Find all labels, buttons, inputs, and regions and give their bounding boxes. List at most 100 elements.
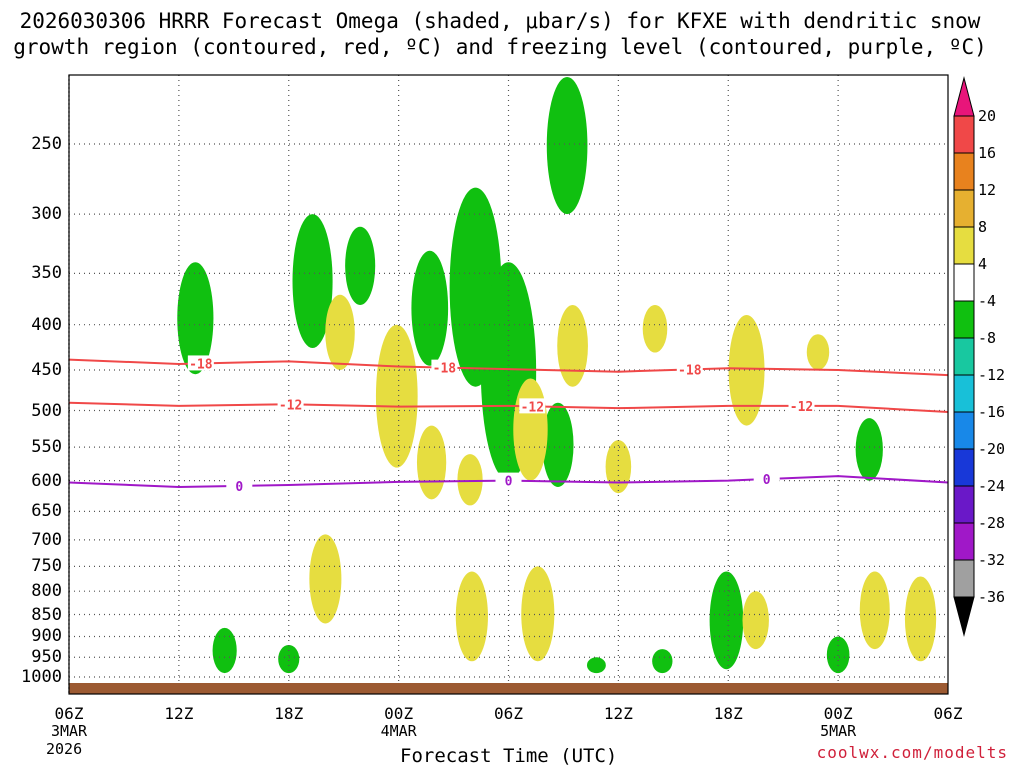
colorbar-label: 20 <box>978 107 997 125</box>
y-tick-label: 850 <box>31 604 62 625</box>
x-tick-label: 06Z <box>933 704 963 723</box>
x-tick-date: 4MAR <box>380 722 417 740</box>
contour-label-0-1: -18 <box>433 362 457 377</box>
x-tick-label: 00Z <box>823 704 853 723</box>
contour-label-bg <box>431 359 458 375</box>
chart-title: 2026030306 HRRR Forecast Omega (shaded, … <box>13 9 987 59</box>
y-tick-label: 250 <box>31 134 62 154</box>
y-tick-label: 350 <box>31 263 62 284</box>
omega-area-2 <box>345 226 376 305</box>
colorbar-box-7 <box>953 337 975 376</box>
ground-surface <box>69 683 948 694</box>
omega-area-17 <box>728 314 765 426</box>
omega-area-13 <box>652 649 673 674</box>
x-tick-date: 3MAR <box>50 722 88 740</box>
colorbar-label: 12 <box>978 181 997 199</box>
contour-label-0-2: -18 <box>678 363 702 378</box>
x-axis-label: Forecast Time (UTC) <box>400 745 618 767</box>
y-tick-label: 600 <box>31 470 62 491</box>
omega-fields <box>177 76 937 674</box>
contour-label-bg <box>495 472 522 488</box>
omega-area-9 <box>212 627 237 674</box>
omega-area-21 <box>416 425 447 500</box>
colorbar-box-6 <box>953 300 975 339</box>
colorbar-box-11 <box>953 485 975 524</box>
y-tick-label: 750 <box>31 556 62 577</box>
x-tick-date: 5MAR <box>820 722 857 740</box>
contour-label-2-2: 0 <box>763 473 771 488</box>
x-tick-label: 12Z <box>603 704 633 723</box>
omega-area-30 <box>742 591 769 650</box>
y-tick-label: 900 <box>31 626 62 647</box>
y-tick-label: 950 <box>31 647 62 668</box>
y-tick-label: 700 <box>31 529 62 550</box>
contour-label-bg <box>753 471 780 487</box>
colorbar-label: -20 <box>978 440 1006 458</box>
colorbar-box-2 <box>953 152 975 191</box>
omega-area-23 <box>806 334 830 370</box>
omega-area-11 <box>709 571 744 670</box>
colorbar-label: -12 <box>978 366 1006 384</box>
omega-area-3 <box>411 250 449 366</box>
colorbar-label: -32 <box>978 551 1006 569</box>
colorbar-box-10 <box>953 448 975 487</box>
y-tick-label: 300 <box>31 204 62 225</box>
x-tick-label: 06Z <box>494 704 523 723</box>
omega-area-14 <box>586 657 606 674</box>
contour-label-bg <box>519 398 546 414</box>
omega-area-18 <box>605 440 632 494</box>
colorbar-label: -8 <box>978 329 997 347</box>
contour-label-bg <box>187 355 214 371</box>
omega-area-22 <box>642 304 668 353</box>
x-tick-label: 18Z <box>274 704 304 723</box>
colorbar-label: 8 <box>978 218 988 236</box>
y-tick-label: 500 <box>31 400 62 421</box>
colorbar-box-8 <box>953 374 975 413</box>
x-tick-label: 06Z <box>54 704 84 723</box>
omega-area-8 <box>855 418 883 481</box>
omega-area-29 <box>859 571 890 650</box>
credit-link[interactable]: coolwx.com/modelts <box>816 743 1008 762</box>
omega-area-12 <box>826 636 850 674</box>
colorbar-box-13 <box>953 559 975 598</box>
omega-area-16 <box>557 304 588 387</box>
colorbar-label: -4 <box>978 292 997 310</box>
omega-area-20 <box>457 454 483 506</box>
y-tick-label: 550 <box>31 437 62 458</box>
contour-label-1-0: -12 <box>279 398 302 413</box>
contour-label-bg <box>226 477 253 493</box>
y-tick-label: 1000 <box>21 667 62 687</box>
y-tick-label: 400 <box>31 314 62 335</box>
colorbar-label: 16 <box>978 144 997 162</box>
omega-area-7 <box>542 402 574 487</box>
contour-label-1-1: -12 <box>521 400 544 415</box>
contour-label-0-0: -18 <box>189 357 213 372</box>
omega-area-25 <box>309 534 342 624</box>
colorbar-top-arrow <box>953 76 975 117</box>
y-tick-label: 800 <box>31 581 62 602</box>
omega-area-15 <box>375 324 418 468</box>
omega-area-1 <box>292 214 333 349</box>
contour-lines: -18 -18 -18 -12 -12 -12 0 0 0 <box>68 355 949 495</box>
colorbar-label: -28 <box>978 514 1006 532</box>
x-tick-year: 2026 <box>46 740 83 758</box>
omega-area-6 <box>546 76 588 215</box>
colorbar-label: -36 <box>978 588 1006 606</box>
x-tick-label: 18Z <box>713 704 743 723</box>
y-tick-label: 450 <box>31 359 62 380</box>
colorbar-label: -24 <box>978 477 1006 495</box>
colorbar-label: 4 <box>978 255 988 273</box>
contour-label-bg <box>277 396 304 412</box>
omega-area-24 <box>325 294 355 370</box>
omega-area-27 <box>521 566 555 662</box>
colorbar-label: -16 <box>978 403 1006 421</box>
contour-label-bg <box>676 361 703 377</box>
contour-label-1-2: -12 <box>790 400 813 415</box>
colorbar <box>953 76 975 637</box>
contour-0 <box>68 358 949 377</box>
colorbar-box-3 <box>953 189 975 228</box>
omega-area-28 <box>904 576 937 662</box>
colorbar-box-1 <box>953 115 975 154</box>
contour-label-2-1: 0 <box>505 475 513 490</box>
y-tick-label: 650 <box>31 501 62 522</box>
